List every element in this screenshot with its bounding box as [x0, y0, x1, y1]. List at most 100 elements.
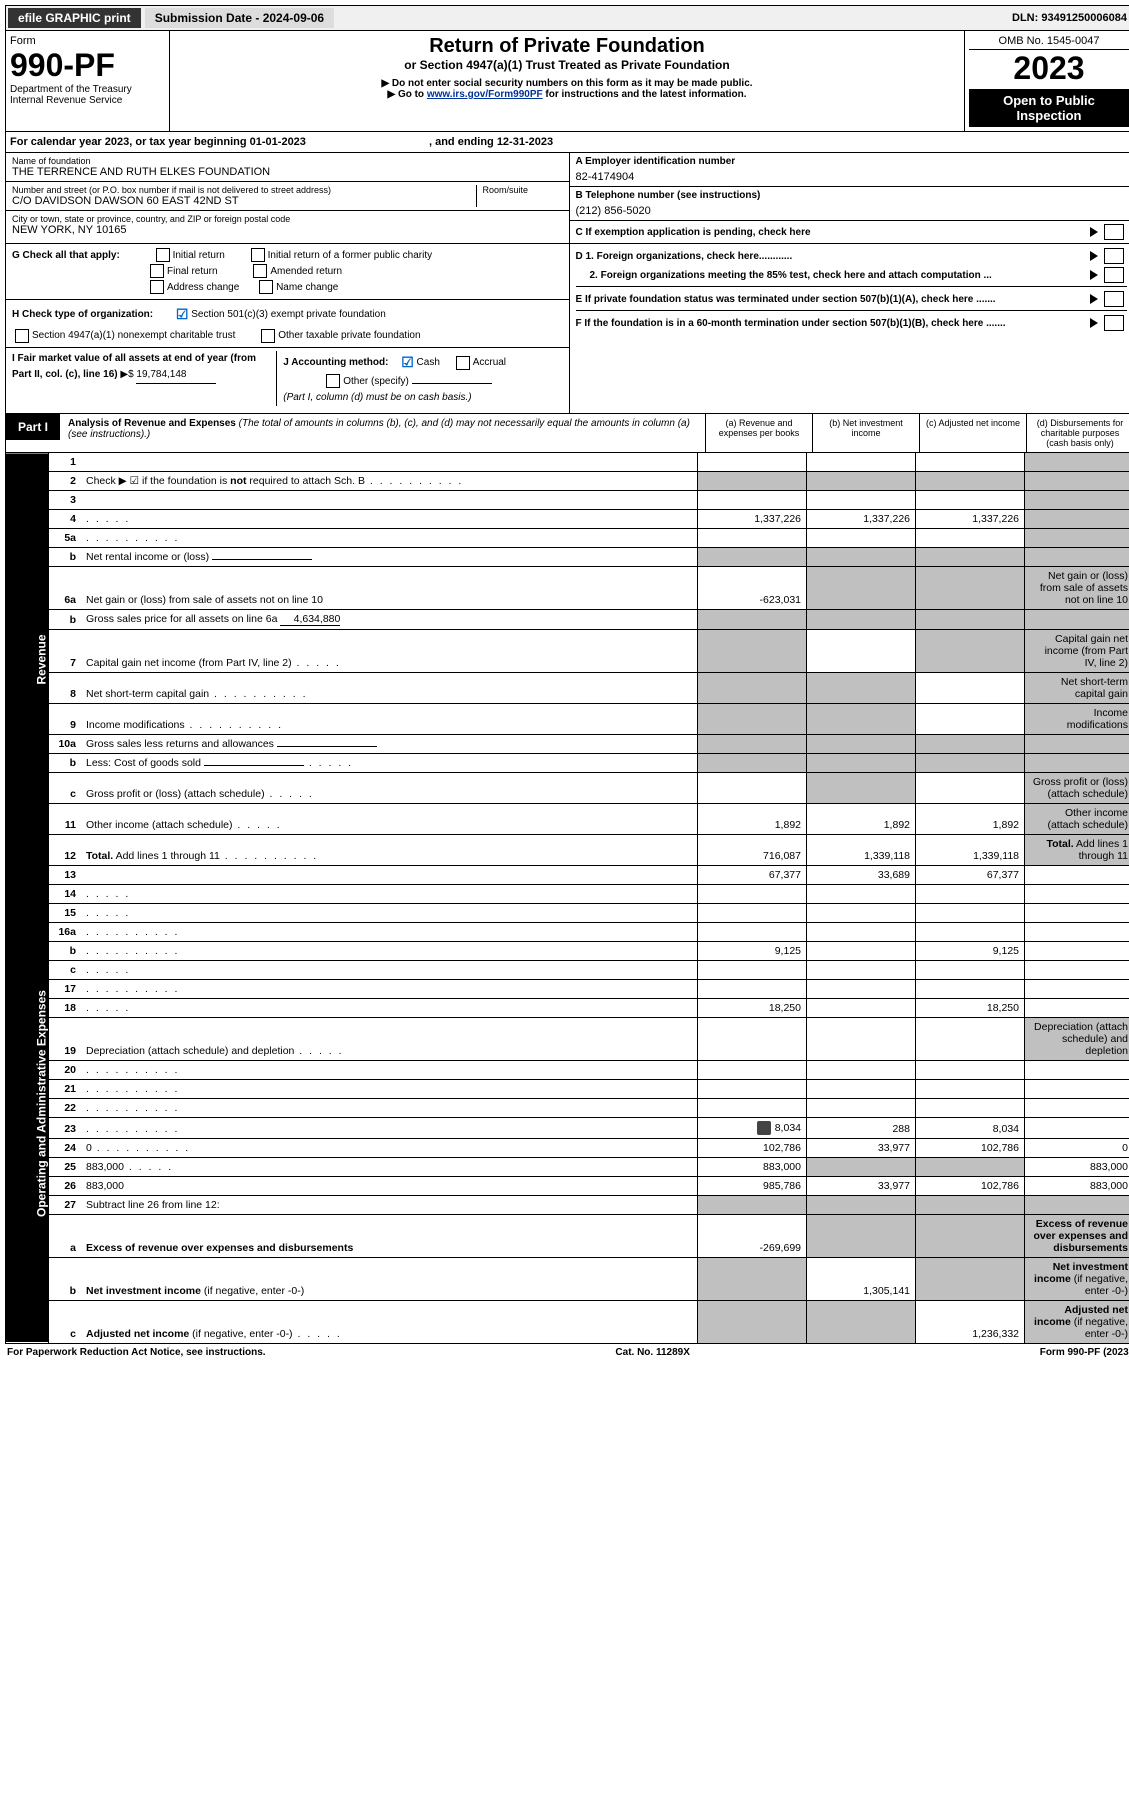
addr-label: Number and street (or P.O. box number if…: [12, 185, 476, 195]
amount-cell: 18,250: [916, 998, 1025, 1017]
amount-cell: [916, 1060, 1025, 1079]
amount-cell: [916, 566, 1025, 609]
efile-btn[interactable]: efile GRAPHIC print: [8, 8, 141, 28]
amount-cell: [1025, 1098, 1129, 1117]
amount-cell: [1025, 922, 1129, 941]
amount-cell: [807, 960, 916, 979]
row-num: b: [49, 753, 82, 772]
amount-cell: [807, 566, 916, 609]
amount-cell: [807, 490, 916, 509]
row-desc: [81, 903, 698, 922]
amount-cell: [807, 1079, 916, 1098]
row-num: 24: [49, 1138, 82, 1157]
cb-e[interactable]: [1104, 291, 1124, 307]
amount-cell: [916, 979, 1025, 998]
amount-cell: [1025, 734, 1129, 753]
amount-cell: [698, 1060, 807, 1079]
amount-cell: 1,339,118: [807, 834, 916, 865]
row-desc: 883,000: [81, 1176, 698, 1195]
amount-cell: [807, 1060, 916, 1079]
form-title: Return of Private Foundation: [174, 35, 960, 58]
row-desc: Less: Cost of goods sold: [81, 753, 698, 772]
amount-cell: [1025, 1079, 1129, 1098]
amount-cell: 102,786: [916, 1176, 1025, 1195]
cb-d1[interactable]: [1104, 248, 1124, 264]
row-desc: Capital gain net income (from Part IV, l…: [81, 629, 698, 672]
cb-other-method[interactable]: [326, 374, 340, 388]
amount-cell: 9,125: [698, 941, 807, 960]
amount-cell: [698, 979, 807, 998]
amount-cell: [807, 1017, 916, 1060]
calc-icon[interactable]: [757, 1121, 771, 1135]
row-num: 1: [49, 453, 82, 472]
cb-accrual[interactable]: [456, 356, 470, 370]
row-desc: [81, 509, 698, 528]
amount-cell: [916, 734, 1025, 753]
form990pf-link[interactable]: www.irs.gov/Form990PF: [427, 89, 543, 100]
amount-cell: [916, 528, 1025, 547]
cb-501c3-checked[interactable]: ☑: [176, 306, 189, 322]
row-num: 12: [49, 834, 82, 865]
amount-cell: [807, 1214, 916, 1257]
amount-cell: [698, 903, 807, 922]
foundation-name: THE TERRENCE AND RUTH ELKES FOUNDATION: [12, 166, 563, 178]
amount-cell: [916, 1195, 1025, 1214]
amount-cell: [916, 1079, 1025, 1098]
cb-initial-former[interactable]: [251, 248, 265, 262]
amount-cell: [1025, 471, 1129, 490]
amount-cell: [916, 960, 1025, 979]
amount-cell: -269,699: [698, 1214, 807, 1257]
amount-cell: 1,892: [916, 803, 1025, 834]
amount-cell: 1,337,226: [916, 509, 1025, 528]
cb-d2[interactable]: [1104, 267, 1124, 283]
amount-cell: [698, 547, 807, 566]
cal-end: , and ending 12-31-2023: [429, 136, 553, 148]
amount-cell: [916, 453, 1025, 472]
amount-cell: [807, 703, 916, 734]
cb-final[interactable]: [150, 264, 164, 278]
amount-cell: Net investment income (if negative, ente…: [1025, 1257, 1129, 1300]
amount-cell: [1025, 753, 1129, 772]
row-desc: Excess of revenue over expenses and disb…: [81, 1214, 698, 1257]
row-num: 8: [49, 672, 82, 703]
amount-cell: [807, 609, 916, 629]
row-desc: Subtract line 26 from line 12:: [81, 1195, 698, 1214]
amount-cell: 883,000: [1025, 1157, 1129, 1176]
cb-f[interactable]: [1104, 315, 1124, 331]
amount-cell: [1025, 941, 1129, 960]
cb-amended[interactable]: [253, 264, 267, 278]
row-num: 2: [49, 471, 82, 490]
row-desc: Gross sales price for all assets on line…: [81, 609, 698, 629]
cb-name[interactable]: [259, 280, 273, 294]
amount-cell: [698, 753, 807, 772]
amount-cell: [698, 1079, 807, 1098]
amount-cell: 883,000: [1025, 1176, 1129, 1195]
amount-cell: [698, 490, 807, 509]
amount-cell: [916, 1257, 1025, 1300]
amount-cell: [807, 772, 916, 803]
amount-cell: [698, 1257, 807, 1300]
cb-cash-checked[interactable]: ☑: [401, 354, 414, 370]
cb-address[interactable]: [150, 280, 164, 294]
cb-4947[interactable]: [15, 329, 29, 343]
submission-btn[interactable]: Submission Date - 2024-09-06: [145, 8, 334, 28]
amount-cell: 0: [1025, 1138, 1129, 1157]
row-num: 6a: [49, 566, 82, 609]
sidebar-exp: Operating and Administrative Expenses: [6, 865, 49, 1343]
cb-initial[interactable]: [156, 248, 170, 262]
amount-cell: 33,977: [807, 1138, 916, 1157]
opt-501c3: Section 501(c)(3) exempt private foundat…: [191, 309, 386, 320]
pending-checkbox[interactable]: [1104, 224, 1124, 240]
row-desc: [81, 1117, 698, 1138]
amount-cell: [698, 453, 807, 472]
amount-cell: [916, 629, 1025, 672]
amount-cell: [916, 1157, 1025, 1176]
cb-other-tax[interactable]: [261, 329, 275, 343]
row-desc: 883,000: [81, 1157, 698, 1176]
city-label: City or town, state or province, country…: [12, 214, 563, 224]
phone-label: B Telephone number (see instructions): [576, 190, 1128, 201]
amount-cell: [1025, 1060, 1129, 1079]
arrow-icon: [1090, 270, 1098, 280]
amount-cell: [698, 471, 807, 490]
arrow-icon: [1090, 294, 1098, 304]
